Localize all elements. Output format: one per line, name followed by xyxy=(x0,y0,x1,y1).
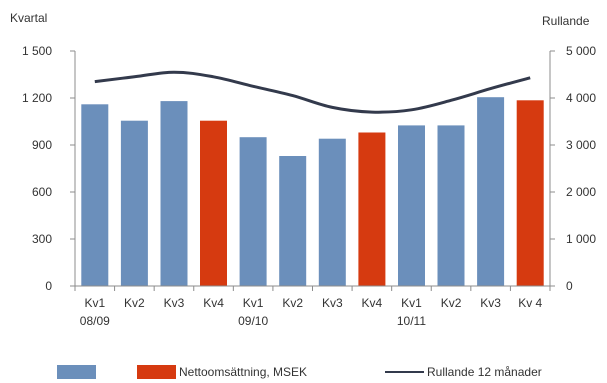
category-label: Kv1 xyxy=(401,296,422,310)
bar-series xyxy=(81,97,544,287)
bar xyxy=(437,125,465,287)
bar xyxy=(318,138,346,286)
left-tick-label: 1 200 xyxy=(22,91,52,105)
year-label: 09/10 xyxy=(238,314,268,328)
category-label: Kv1 xyxy=(243,296,264,310)
left-tick-label: 300 xyxy=(32,232,52,246)
bar xyxy=(160,101,188,286)
right-tick-label: 1 000 xyxy=(566,232,596,246)
right-axis-title: Rullande xyxy=(542,14,590,28)
year-label: 10/11 xyxy=(397,314,426,328)
legend-swatch xyxy=(137,365,176,379)
left-axis: 0 300 600 900 1 200 1 500 xyxy=(22,44,75,293)
line-series xyxy=(94,70,531,114)
category-label: Kv2 xyxy=(124,296,145,310)
bar xyxy=(398,125,425,287)
right-tick-label: 4 000 xyxy=(566,91,596,105)
rolling-12-line xyxy=(94,70,531,114)
category-label: Kv3 xyxy=(164,296,185,310)
legend: Nettoomsättning, MSEK Rullande 12 månader xyxy=(57,365,542,379)
category-label: Kv3 xyxy=(480,296,501,310)
legend-label: Rullande 12 månader xyxy=(427,365,542,379)
legend-label: Nettoomsättning, MSEK xyxy=(179,365,307,379)
bar xyxy=(477,97,505,286)
bar xyxy=(358,132,386,286)
category-label: Kv3 xyxy=(322,296,343,310)
category-labels: Kv1 Kv2 Kv3 Kv4 Kv1 Kv2 Kv3 Kv4 Kv1 Kv2 Kv3 Kv 4 08/… xyxy=(74,286,551,328)
right-axis: 0 1 000 2 000 3 000 4 000 5 000 xyxy=(550,44,596,293)
year-label: 08/09 xyxy=(80,314,110,328)
category-label: Kv2 xyxy=(441,296,462,310)
legend-swatch xyxy=(57,365,96,379)
bar xyxy=(200,120,227,286)
right-tick-label: 2 000 xyxy=(566,185,596,199)
category-label: Kv4 xyxy=(203,296,224,310)
category-label: Kv4 xyxy=(362,296,383,310)
category-label: Kv1 xyxy=(84,296,105,310)
category-label: Kv2 xyxy=(282,296,303,310)
left-tick-label: 900 xyxy=(32,138,52,152)
left-tick-label: 600 xyxy=(32,185,52,199)
left-tick-label: 0 xyxy=(45,279,52,293)
category-label: Kv 4 xyxy=(518,296,542,310)
bar xyxy=(516,100,544,286)
left-axis-title: Kvartal xyxy=(10,11,47,25)
right-tick-label: 5 000 xyxy=(566,44,596,58)
right-tick-label: 0 xyxy=(566,279,573,293)
bar xyxy=(279,156,307,286)
bar xyxy=(239,137,267,286)
left-tick-label: 1 500 xyxy=(22,44,52,58)
bar xyxy=(120,120,148,286)
right-tick-label: 3 000 xyxy=(566,138,596,152)
bar xyxy=(81,104,109,286)
